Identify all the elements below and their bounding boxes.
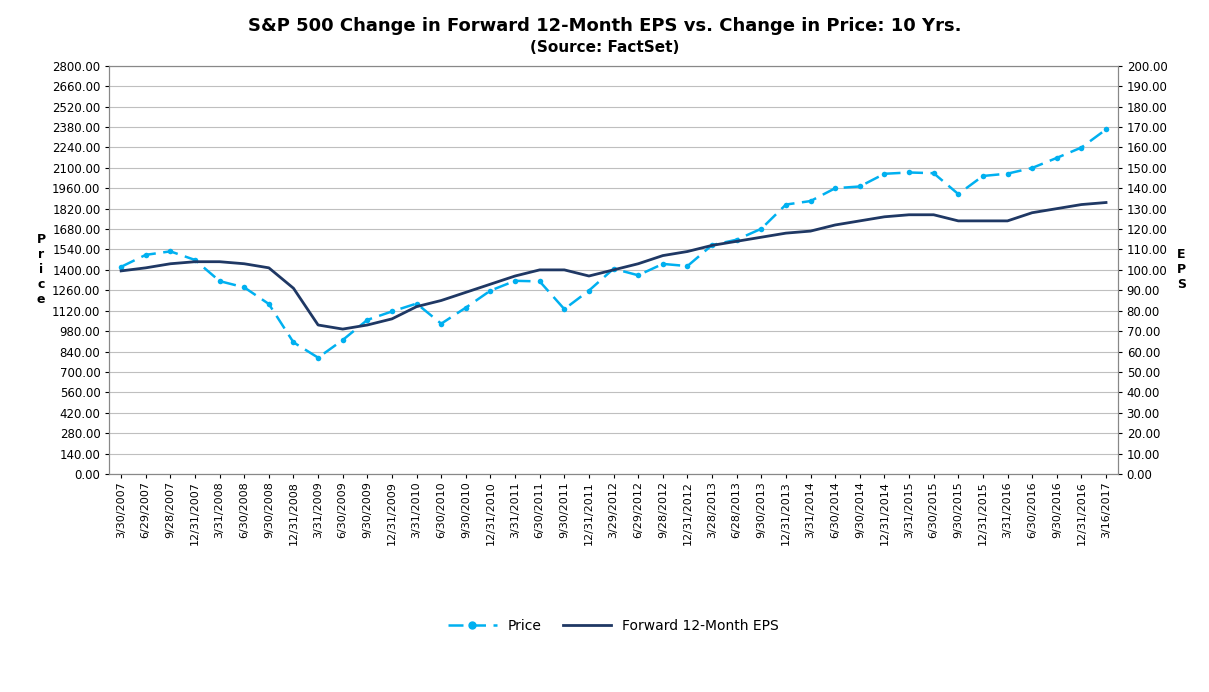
Y-axis label: P
r
i
c
e: P r i c e (36, 233, 46, 307)
Legend: Price, Forward 12-Month EPS: Price, Forward 12-Month EPS (442, 613, 785, 639)
Y-axis label: E
P
S: E P S (1176, 248, 1186, 291)
Text: S&P 500 Change in Forward 12-Month EPS vs. Change in Price: 10 Yrs.: S&P 500 Change in Forward 12-Month EPS v… (248, 17, 961, 35)
Text: (Source: FactSet): (Source: FactSet) (530, 40, 679, 55)
